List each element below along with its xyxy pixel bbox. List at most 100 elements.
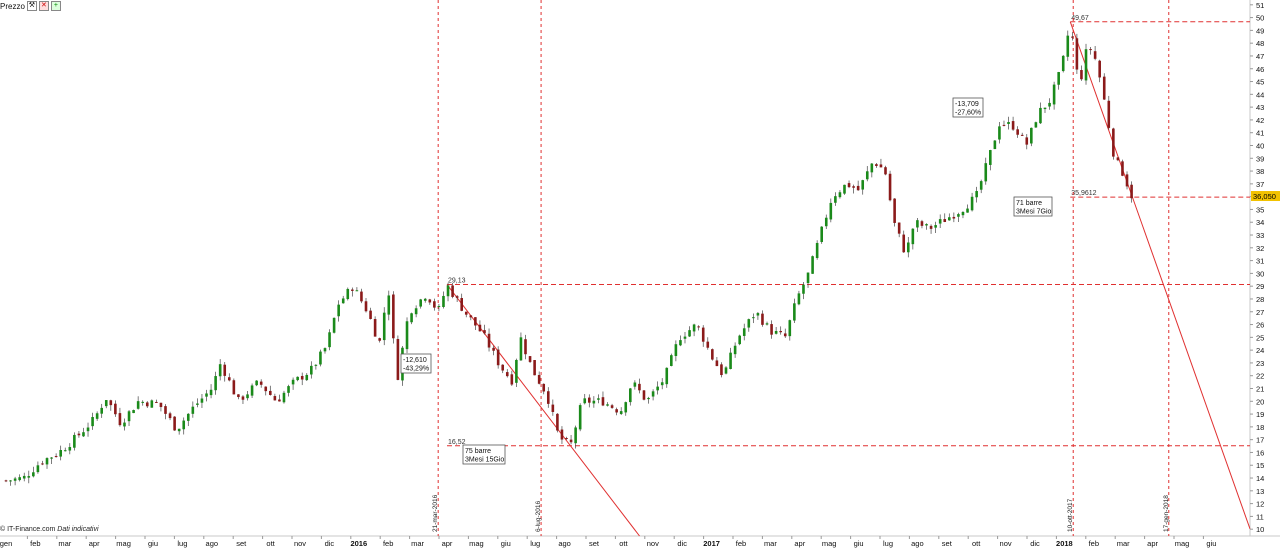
candle-body	[68, 447, 72, 451]
candle-body	[861, 180, 865, 190]
candle-body	[451, 285, 454, 297]
candle-body	[241, 396, 245, 400]
candle-body	[925, 224, 928, 226]
price-tick-label: 10	[1256, 525, 1264, 534]
level-label: 35,9612	[1071, 190, 1096, 197]
candle-body	[747, 319, 751, 328]
price-tick-label: 29	[1256, 282, 1264, 291]
candle-body	[820, 226, 824, 242]
close-icon[interactable]: ✕	[38, 1, 49, 11]
candle-body	[182, 420, 186, 430]
time-tick-label: 2016	[350, 539, 367, 548]
price-tick-label: 13	[1256, 487, 1264, 496]
candle-body	[328, 332, 331, 348]
date-marker-label: 6-lug-2016	[535, 501, 542, 532]
candle-body	[802, 284, 805, 294]
candle-body	[610, 405, 614, 408]
candle-body	[711, 349, 714, 360]
candle-body	[706, 341, 710, 348]
candle-body	[1048, 102, 1051, 107]
candle-body	[542, 383, 546, 392]
candle-body	[738, 335, 741, 345]
candle-body	[510, 374, 514, 385]
candle-body	[1043, 107, 1047, 110]
wrench-icon[interactable]: ⚒	[26, 1, 37, 11]
candle-body	[91, 417, 94, 427]
price-tick-label: 34	[1256, 218, 1264, 227]
time-tick-label: apr	[442, 539, 453, 548]
candle-body	[323, 348, 327, 352]
candle-body	[4, 480, 8, 482]
price-tick-label: 24	[1256, 346, 1264, 355]
candle-body	[13, 478, 17, 481]
candle-body	[155, 401, 158, 403]
add-icon[interactable]: +	[50, 1, 61, 11]
time-tick-label: mar	[764, 539, 777, 548]
candle-body	[797, 293, 801, 305]
time-tick-label: apr	[1147, 539, 1158, 548]
annotation-box: 75 barre 3Mesi 15Gio	[462, 444, 506, 465]
time-tick-label: nov	[647, 539, 659, 548]
candle-body	[423, 298, 427, 301]
candle-body	[865, 171, 869, 180]
candle-body	[524, 339, 527, 355]
candle-body	[483, 330, 486, 334]
candle-body	[150, 400, 154, 408]
candle-body	[86, 427, 90, 432]
candle-body	[1130, 184, 1133, 199]
time-tick-label: mag	[116, 539, 131, 548]
candle-body	[469, 315, 473, 318]
candle-body	[455, 296, 459, 298]
candle-body	[63, 450, 67, 452]
candle-body	[838, 192, 842, 198]
candle-body	[296, 376, 299, 381]
candle-body	[533, 360, 536, 376]
candle-body	[824, 217, 828, 227]
candle-body	[793, 303, 796, 321]
candle-body	[870, 163, 874, 173]
candle-body	[929, 225, 933, 229]
candle-body	[464, 311, 468, 315]
candle-body	[638, 383, 641, 391]
price-tick-label: 11	[1256, 512, 1264, 521]
candle-body	[724, 367, 728, 374]
candle-body	[806, 272, 810, 284]
candle-body	[569, 439, 573, 443]
annotation-text: -12,610	[403, 357, 427, 364]
price-tick-label: 42	[1256, 116, 1264, 125]
candle-body	[501, 364, 505, 371]
candle-body	[1071, 36, 1074, 38]
time-tick-label: feb	[383, 539, 393, 548]
candle-body	[697, 326, 700, 328]
candle-body	[537, 374, 541, 384]
candle-body	[100, 407, 103, 414]
candle-body	[223, 364, 227, 376]
candle-body	[902, 234, 906, 253]
price-tick-label: 12	[1256, 500, 1264, 509]
annotation-text: 71 barre	[1016, 200, 1042, 207]
time-tick-label: 2018	[1056, 539, 1073, 548]
candle-body	[145, 402, 149, 407]
candle-body	[41, 463, 44, 465]
candle-body	[597, 398, 600, 400]
price-tick-label: 33	[1256, 231, 1264, 240]
candle-body	[515, 359, 518, 383]
candle-body	[355, 290, 359, 292]
candle-body	[920, 221, 924, 226]
candle-body	[505, 372, 509, 377]
candle-body	[95, 413, 99, 419]
candle-body	[259, 381, 263, 385]
credit-note: Dati indicativi	[57, 526, 99, 533]
candle-body	[273, 396, 277, 401]
candle-body	[305, 374, 309, 381]
candle-body	[683, 336, 687, 339]
candle-body	[679, 340, 682, 346]
time-tick-label: mar	[411, 539, 424, 548]
candle-body	[164, 406, 167, 414]
candle-body	[118, 413, 122, 426]
candle-body	[446, 285, 450, 297]
candle-body	[761, 313, 764, 325]
price-tick-label: 16	[1256, 448, 1264, 457]
